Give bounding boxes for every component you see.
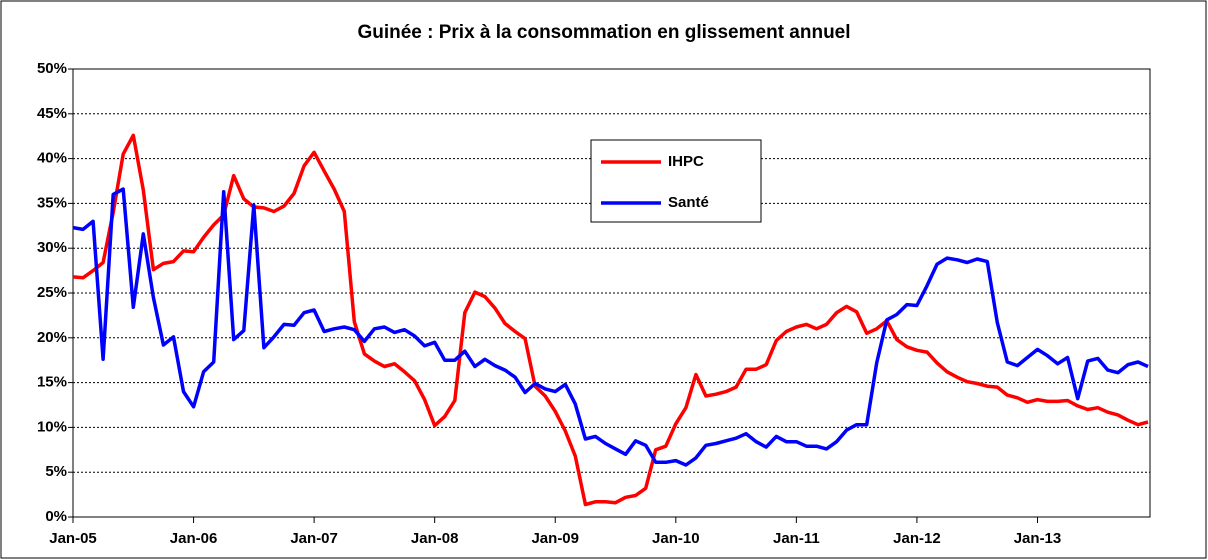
y-tick-label: 10% bbox=[37, 418, 67, 435]
legend-label: Santé bbox=[668, 194, 709, 211]
x-tick-label: Jan-06 bbox=[170, 530, 218, 547]
y-tick-label: 50% bbox=[37, 60, 67, 77]
y-tick-label: 30% bbox=[37, 239, 67, 256]
data-line bbox=[72, 187, 1149, 467]
x-tick-label: Jan-07 bbox=[290, 530, 338, 547]
x-tick-label: Jan-11 bbox=[773, 530, 820, 547]
x-tick-label: Jan-13 bbox=[1014, 530, 1062, 547]
chart-title: Guinée : Prix à la consommation en gliss… bbox=[357, 22, 850, 43]
y-tick-label: 40% bbox=[37, 150, 67, 167]
y-tick-label: 5% bbox=[45, 463, 67, 480]
y-tick-label: 35% bbox=[37, 194, 67, 211]
legend-box bbox=[590, 139, 762, 223]
legend-label: IHPC bbox=[668, 153, 704, 170]
y-tick-label: 15% bbox=[37, 374, 67, 391]
y-tick-label: 45% bbox=[37, 105, 67, 122]
x-tick-label: Jan-12 bbox=[893, 530, 941, 547]
x-tick-label: Jan-05 bbox=[49, 530, 97, 547]
x-tick-label: Jan-08 bbox=[411, 530, 459, 547]
x-tick-label: Jan-10 bbox=[652, 530, 700, 547]
x-tick-label: Jan-09 bbox=[531, 530, 579, 547]
y-tick-label: 25% bbox=[37, 284, 67, 301]
y-tick-label: 20% bbox=[37, 329, 67, 346]
y-tick-label: 0% bbox=[45, 508, 67, 525]
